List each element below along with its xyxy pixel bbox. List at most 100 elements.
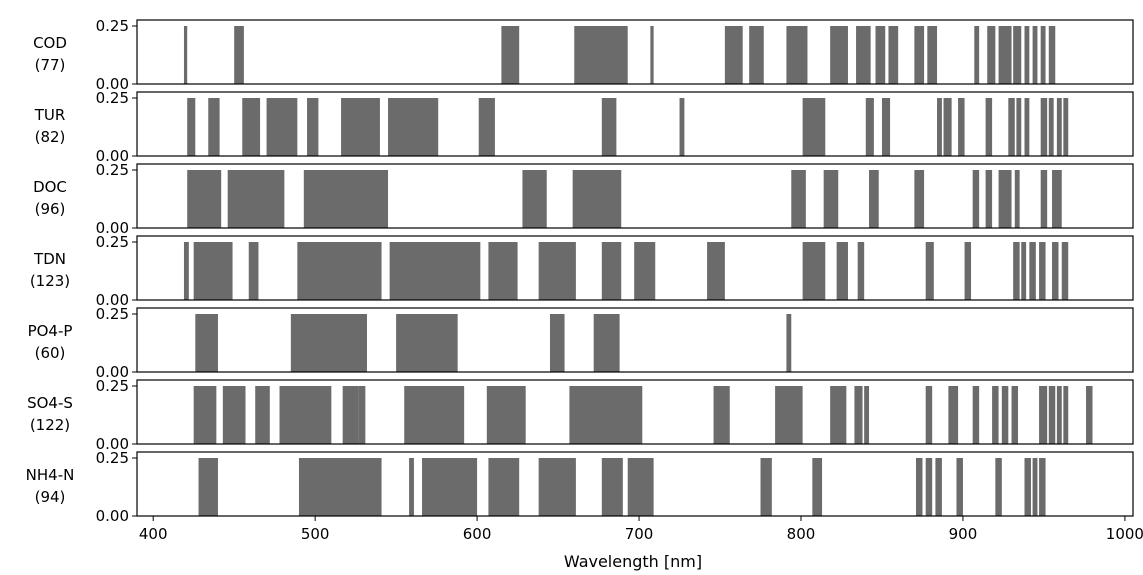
band-bar xyxy=(601,458,623,516)
band-bar xyxy=(409,458,414,516)
x-axis: 400 500 600 700 800 900 1000 xyxy=(139,516,1143,543)
x-tick-label: 500 xyxy=(301,525,330,543)
panel-tur: 0.00 0.25 TUR (82) xyxy=(34,89,1134,165)
band-bar xyxy=(1063,98,1069,156)
band-bar xyxy=(856,26,871,84)
band-bar xyxy=(791,170,806,228)
band-bar xyxy=(888,26,899,84)
band-bar xyxy=(193,386,217,444)
panel-count-label: (96) xyxy=(35,200,66,218)
band-bar xyxy=(341,98,380,156)
x-tick-label: 900 xyxy=(949,525,978,543)
band-bar xyxy=(985,170,993,228)
panel-frame xyxy=(136,451,1134,517)
panel-count-label: (123) xyxy=(30,272,70,290)
band-bar xyxy=(342,386,359,444)
y-tick-label: 0.25 xyxy=(96,233,129,251)
band-bar xyxy=(985,98,993,156)
band-bar xyxy=(972,386,980,444)
band-bar xyxy=(422,458,478,516)
band-bar xyxy=(478,98,495,156)
band-bar xyxy=(925,386,933,444)
band-bar xyxy=(1032,458,1038,516)
band-bar xyxy=(255,386,270,444)
band-bar xyxy=(707,242,725,300)
band-bar xyxy=(290,314,367,372)
panel-name-label: PO4-P xyxy=(28,322,73,340)
band-bar xyxy=(266,98,298,156)
band-bar xyxy=(650,26,654,84)
band-bar xyxy=(208,98,220,156)
band-bar xyxy=(995,458,1002,516)
band-bar xyxy=(187,98,196,156)
y-tick-label: 0.00 xyxy=(96,147,129,165)
band-bar xyxy=(549,314,565,372)
band-bar xyxy=(1048,98,1054,156)
x-tick-label: 400 xyxy=(139,525,168,543)
band-bar xyxy=(802,242,826,300)
band-bar xyxy=(183,242,189,300)
band-bar xyxy=(183,26,188,84)
panel-count-label: (94) xyxy=(35,488,66,506)
band-bar xyxy=(1008,98,1015,156)
panel-frame xyxy=(136,19,1134,85)
panel-count-label: (60) xyxy=(35,344,66,362)
band-bar xyxy=(1016,98,1022,156)
band-bar xyxy=(538,458,576,516)
band-bar xyxy=(303,170,389,228)
band-bar xyxy=(943,98,952,156)
band-bar xyxy=(187,170,222,228)
panel-po4-p: 0.00 0.25 PO4-P (60) xyxy=(28,305,1134,381)
y-tick-label: 0.25 xyxy=(96,449,129,467)
panel-so4-s: 0.00 0.25 SO4-S (122) xyxy=(27,377,1134,453)
band-bar xyxy=(869,170,879,228)
band-bar xyxy=(404,386,465,444)
panel-name-label: SO4-S xyxy=(27,394,73,412)
band-bar xyxy=(1048,26,1056,84)
band-bar xyxy=(193,242,233,300)
panel-count-label: (77) xyxy=(35,56,66,74)
band-bar xyxy=(1040,26,1046,84)
panel-frame xyxy=(136,307,1134,373)
band-bar xyxy=(358,386,366,444)
x-tick-label: 600 xyxy=(463,525,492,543)
band-bar xyxy=(857,242,865,300)
x-tick-label: 800 xyxy=(787,525,816,543)
band-bar xyxy=(1032,26,1038,84)
band-bar xyxy=(925,458,933,516)
band-bar xyxy=(972,170,980,228)
y-tick-label: 0.00 xyxy=(96,75,129,93)
band-bar xyxy=(749,26,764,84)
band-bar xyxy=(1048,386,1056,444)
band-bar xyxy=(634,242,656,300)
y-tick-label: 0.00 xyxy=(96,363,129,381)
band-bar xyxy=(1052,170,1062,228)
x-tick-label: 700 xyxy=(625,525,654,543)
band-bar xyxy=(486,386,526,444)
band-bar xyxy=(830,26,848,84)
band-bar xyxy=(396,314,458,372)
band-bar xyxy=(601,98,617,156)
band-bar xyxy=(915,458,923,516)
band-bar xyxy=(881,98,891,156)
band-bar xyxy=(1021,242,1027,300)
y-tick-label: 0.25 xyxy=(96,161,129,179)
band-bar xyxy=(248,242,259,300)
x-tick-label: 1000 xyxy=(1106,525,1143,543)
band-bar xyxy=(574,26,628,84)
band-bar xyxy=(775,386,803,444)
y-tick-label: 0.00 xyxy=(96,219,129,237)
band-bar xyxy=(389,242,481,300)
band-bar xyxy=(222,386,246,444)
band-bar xyxy=(948,386,959,444)
y-tick-label: 0.25 xyxy=(96,89,129,107)
band-bar xyxy=(1040,170,1048,228)
band-bar xyxy=(488,458,520,516)
band-bar xyxy=(786,26,808,84)
band-bar xyxy=(713,386,730,444)
panels: 0.000.25COD(77)0.000.25TUR(82)0.000.25DO… xyxy=(26,17,1134,525)
band-bar xyxy=(998,170,1012,228)
band-bar xyxy=(974,26,980,84)
band-bar xyxy=(998,26,1012,84)
